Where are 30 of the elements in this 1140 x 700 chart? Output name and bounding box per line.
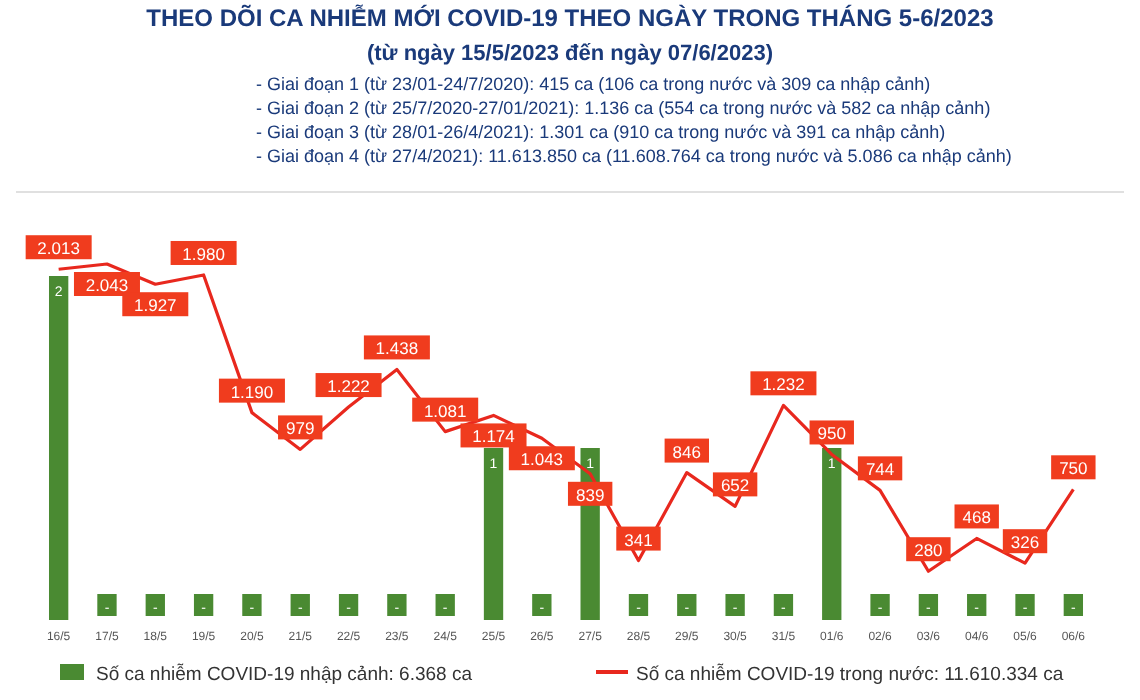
data-label: 2.013 (37, 238, 81, 259)
data-label: 846 (672, 441, 702, 462)
text: - Giai đoạn 3 (từ 28/01-26/4/2021): 1.301 ca (910 ca trong nước và 391 ca nhập cảnh) (256, 122, 946, 142)
data-label: 979 (286, 418, 315, 439)
chart-title: THEO DÕI CA NHIỄM MỚI COVID-19 THEO NGÀY TRONG THÁNG 5-6/2023 (146, 4, 995, 32)
data-label: 1.081 (423, 400, 468, 421)
data-label: 1.438 (375, 338, 419, 359)
data-label: 1.190 (230, 381, 274, 402)
data-label: 950 (817, 423, 847, 444)
legend-label: Số ca nhiễm COVID-19 nhập cảnh: 6.368 ca (96, 662, 474, 686)
text: - Giai đoạn 2 (từ 25/7/2020-27/01/2021): 1.136 ca (554 ca trong nước và 582 ca nhập cảnh) (256, 98, 991, 118)
chart-subtitle: (từ ngày 15/5/2023 đến ngày 07/6/2023) (366, 42, 774, 66)
data-label: 744 (865, 459, 895, 480)
data-label: 839 (575, 484, 605, 505)
data-label: 652 (720, 475, 750, 496)
data-label: 1.222 (327, 376, 371, 397)
data-label: 326 (1010, 532, 1040, 553)
text: - Giai đoạn 1 (từ 23/01-24/7/2020): 415 ca (106 ca trong nước và 309 ca nhập cảnh) (256, 74, 931, 94)
data-label: 468 (962, 507, 992, 528)
text: - Giai đoạn 4 (từ 27/4/2021): 11.613.850 ca (11.608.764 ca trong nước và 5.086 ca nhập cảnh) (256, 146, 1012, 166)
data-label: 341 (624, 529, 654, 550)
data-label: 280 (914, 540, 944, 561)
data-label: 1.980 (182, 243, 226, 264)
legend-label: Số ca nhiễm COVID-19 trong nước: 11.610.334 ca (636, 662, 1065, 686)
data-label: 1.174 (472, 426, 516, 447)
data-label: 1.232 (762, 374, 806, 395)
data-label: 1.927 (134, 295, 178, 316)
data-label: 2.043 (85, 275, 129, 295)
data-label: 750 (1059, 458, 1089, 479)
data-label: 1.043 (520, 449, 564, 470)
